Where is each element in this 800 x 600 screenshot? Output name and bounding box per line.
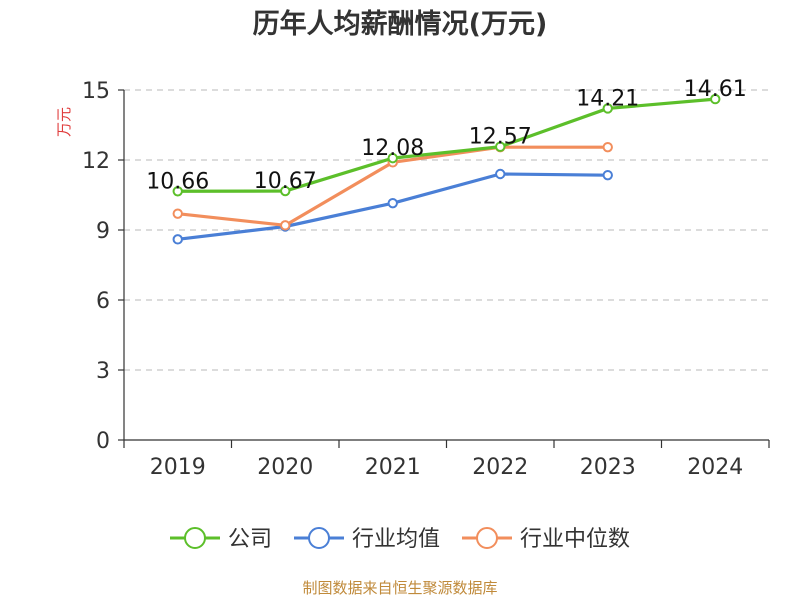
legend-marker xyxy=(476,527,498,549)
data-point xyxy=(602,169,613,181)
series-lines xyxy=(172,93,721,245)
data-point xyxy=(495,168,506,180)
y-tick-label: 12 xyxy=(82,149,110,174)
legend-item[interactable]: 行业均值 xyxy=(294,527,440,552)
grid-lines xyxy=(124,89,769,371)
x-tick-label: 2022 xyxy=(472,455,528,480)
data-point xyxy=(602,103,613,114)
data-label: 10.67 xyxy=(254,169,317,194)
y-tick-label: 6 xyxy=(96,289,110,314)
y-tick-label: 9 xyxy=(96,219,110,244)
data-point xyxy=(172,234,183,245)
data-label: 14.61 xyxy=(684,77,747,102)
data-labels: 10.66 10.67 12.08 12.57 14.21 14.61 xyxy=(146,77,746,194)
legend-label: 行业均值 xyxy=(352,527,440,552)
data-point xyxy=(710,93,721,105)
y-axis-label: 万元 xyxy=(55,107,73,137)
data-point xyxy=(387,197,398,209)
legend-label: 行业中位数 xyxy=(520,527,630,552)
legend-marker xyxy=(308,527,330,549)
data-point xyxy=(387,152,398,164)
data-point xyxy=(172,208,183,219)
series-line xyxy=(177,97,716,193)
source-note: 制图数据来自恒生聚源数据库 xyxy=(302,579,497,597)
legend-marker xyxy=(184,527,206,549)
data-point xyxy=(280,220,291,231)
axes: 0 3 6 9 12 15 2019 2020 2021 2022 2023 2024 xyxy=(82,79,770,480)
x-tick-label: 2019 xyxy=(150,455,206,480)
legend-item[interactable]: 公司 xyxy=(170,527,272,552)
y-tick-label: 0 xyxy=(96,429,110,454)
legend-item[interactable]: 行业中位数 xyxy=(462,527,630,552)
y-tick-label: 15 xyxy=(82,79,110,104)
data-point xyxy=(495,141,506,152)
data-point xyxy=(280,185,291,197)
x-tick-label: 2021 xyxy=(365,455,421,480)
data-point xyxy=(602,141,613,153)
data-point xyxy=(172,186,183,197)
legend-label: 公司 xyxy=(228,527,272,552)
data-label: 10.66 xyxy=(146,169,209,194)
data-label: 12.08 xyxy=(361,136,424,161)
chart-title: 历年人均薪酬情况(万元) xyxy=(253,8,548,40)
y-tick-label: 3 xyxy=(96,359,110,384)
legend[interactable]: 公司 行业均值 行业中位数 xyxy=(170,527,630,552)
data-label: 14.21 xyxy=(576,86,639,111)
data-label: 12.57 xyxy=(469,125,532,150)
x-tick-label: 2023 xyxy=(580,455,636,480)
x-tick-label: 2020 xyxy=(257,455,313,480)
x-tick-label: 2024 xyxy=(687,455,743,480)
